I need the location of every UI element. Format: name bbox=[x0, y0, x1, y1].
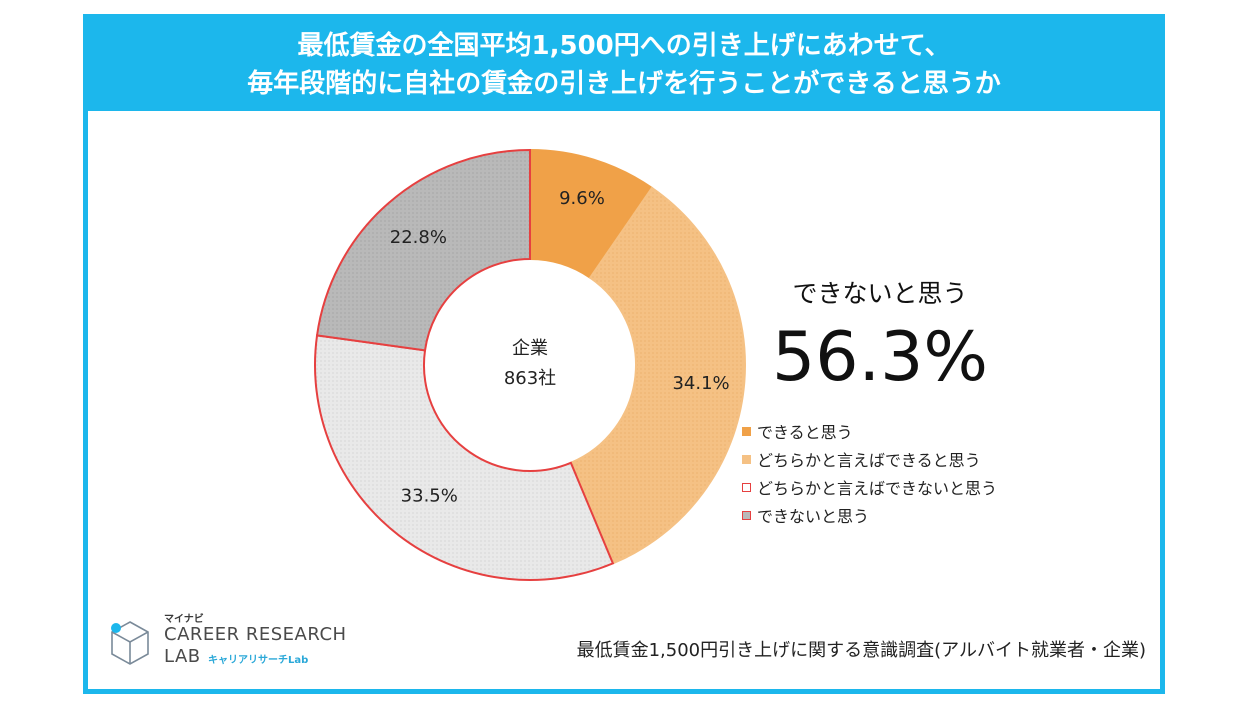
legend-swatch-rather-cannot bbox=[742, 482, 751, 492]
logo-cube-icon bbox=[111, 621, 149, 665]
slice-label-can: 9.6% bbox=[559, 188, 605, 209]
summary-label: できないと思う bbox=[792, 279, 967, 308]
legend: できると思う どちらかと言えばできると思う どちらかと言えばできないと思う でき… bbox=[742, 420, 997, 526]
legend-swatch-can bbox=[742, 426, 751, 436]
summary-value: 56.3% bbox=[772, 318, 988, 397]
logo-line-1: CAREER RESEARCH bbox=[164, 624, 347, 645]
legend-label-rather-can: どちらかと言えばできると思う bbox=[757, 451, 981, 470]
legend-label-rather-cannot: どちらかと言えばできないと思う bbox=[757, 479, 998, 498]
center-label-company: 企業 bbox=[512, 338, 548, 359]
slice-rather-can bbox=[569, 186, 746, 565]
logo-brand-small: マイナビ bbox=[164, 614, 204, 625]
logo-line-2: LAB bbox=[164, 646, 201, 667]
legend-label-can: できると思う bbox=[757, 423, 853, 442]
chart-title-line-2: 毎年段階的に自社の賃金の引き上げを行うことができると思うか bbox=[247, 69, 1001, 99]
slice-label-rather-can: 34.1% bbox=[672, 373, 729, 394]
slice-label-cannot: 22.8% bbox=[390, 227, 447, 248]
legend-label-cannot: できないと思う bbox=[757, 507, 870, 526]
source-caption: 最低賃金1,500円引き上げに関する意識調査(アルバイト就業者・企業) bbox=[576, 640, 1146, 661]
legend-item-rather-can: どちらかと言えばできると思う bbox=[742, 448, 997, 470]
logo-subtitle: キャリアリサーチLab bbox=[208, 655, 309, 666]
slice-label-rather-cannot: 33.5% bbox=[401, 486, 458, 507]
legend-item-rather-cannot: どちらかと言えばできないと思う bbox=[742, 476, 997, 498]
legend-swatch-cannot bbox=[742, 510, 751, 520]
slice-cannot bbox=[315, 148, 531, 352]
slice-rather-cannot bbox=[314, 334, 615, 581]
legend-item-cannot: できないと思う bbox=[742, 504, 997, 526]
chart-title-line-1: 最低賃金の全国平均1,500円への引き上げにあわせて、 bbox=[297, 31, 951, 61]
title-band: 最低賃金の全国平均1,500円への引き上げにあわせて、 毎年段階的に自社の賃金の… bbox=[88, 19, 1160, 111]
center-label-count: 863社 bbox=[504, 368, 556, 389]
legend-item-can: できると思う bbox=[742, 420, 997, 442]
legend-swatch-rather-can bbox=[742, 454, 751, 464]
chart-frame: 最低賃金の全国平均1,500円への引き上げにあわせて、 毎年段階的に自社の賃金の… bbox=[83, 14, 1165, 694]
career-research-lab-logo: マイナビ CAREER RESEARCH LAB キャリアリサーチLab bbox=[108, 610, 348, 674]
